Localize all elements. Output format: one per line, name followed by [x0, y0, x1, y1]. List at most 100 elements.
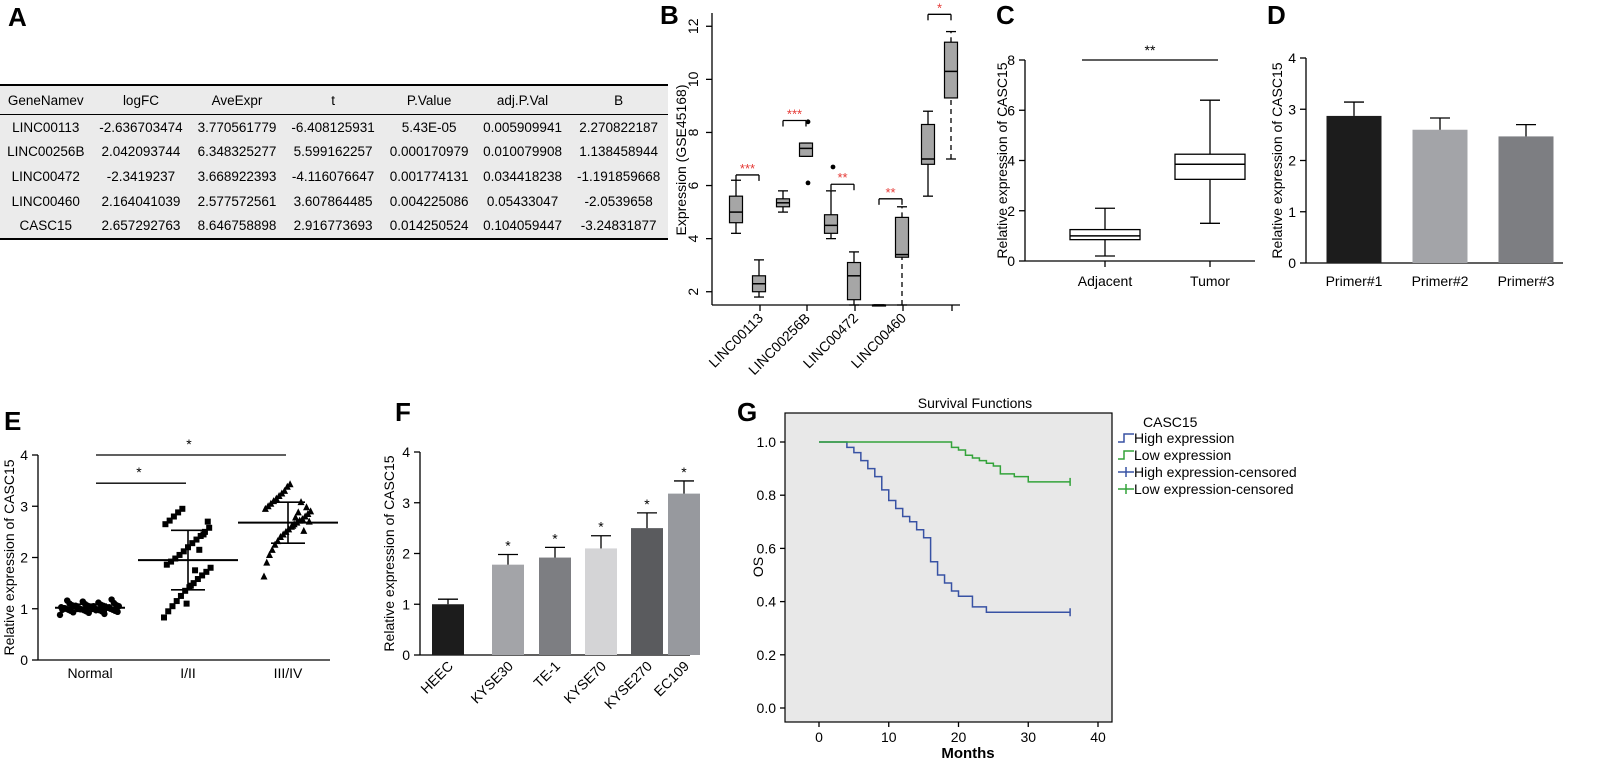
- panel-c-significance: **: [1145, 42, 1156, 58]
- table-a-column-header: logFC: [91, 84, 191, 115]
- panel-b-box: [920, 123, 936, 165]
- panel-b-box: [823, 214, 839, 234]
- panel-e-point: [176, 551, 183, 558]
- panel-e-point: [260, 572, 268, 580]
- panel-f-y-tick-label: 4: [402, 444, 410, 460]
- panel-b-box: [894, 216, 910, 258]
- panel-f-bar: [432, 604, 464, 655]
- panel-d-bar: [1412, 129, 1468, 263]
- panel-b-box: [798, 142, 814, 157]
- table-a-cell: 0.004225086: [389, 193, 469, 209]
- panel-e-point: [203, 568, 210, 575]
- panel-e-point: [170, 513, 177, 520]
- panel-letter-a: A: [8, 2, 27, 32]
- panel-b-significance: *: [937, 0, 942, 15]
- panel-b-significance: ***: [787, 107, 802, 122]
- table-a-cell: 8.646758898: [190, 213, 284, 240]
- panel-e-point: [180, 548, 187, 555]
- panel-g-series-line: [819, 441, 1071, 483]
- panel-c-y-axis-label: Relative expression of CASC15: [994, 62, 1010, 258]
- table-a-cell: 0.010079908: [483, 144, 562, 160]
- panel-e-point: [179, 505, 186, 512]
- panel-g-legend-swatch: [1118, 433, 1134, 443]
- panel-d-x-tick-label: Primer#2: [1412, 273, 1469, 289]
- panel-d-bar: [1498, 136, 1554, 263]
- panel-e-point: [303, 503, 311, 511]
- panel-e-y-tick-label: 3: [20, 498, 28, 514]
- panel-g-legend-swatch: [1118, 450, 1134, 460]
- panel-d-y-tick-label: 1: [1288, 204, 1296, 220]
- panel-g-x-tick-label: 40: [1090, 729, 1106, 745]
- panel-c-y-tick-label: 6: [1007, 102, 1015, 118]
- panel-g-x-tick-label: 10: [881, 729, 897, 745]
- panel-g-y-tick-label: 0.8: [757, 487, 777, 503]
- panel-e-point: [281, 486, 289, 494]
- table-a-cell: 6.348325277: [197, 144, 277, 160]
- panel-f-significance: *: [644, 496, 650, 512]
- panel-f-bar: [539, 557, 571, 655]
- panel-e-point: [177, 592, 184, 599]
- table-a-column-header: P.Value: [382, 84, 476, 115]
- panel-e-point: [294, 508, 302, 516]
- table-a-cell: -6.408125931: [291, 119, 375, 135]
- table-a-column-header: GeneNamev: [0, 84, 92, 115]
- panel-b-y-tick-label: 6: [685, 181, 701, 189]
- panel-d-y-tick-label: 3: [1288, 101, 1296, 117]
- panel-e-point: [286, 480, 294, 488]
- panel-g-x-tick-label: 0: [815, 729, 823, 745]
- panel-b-y-tick-label: 12: [685, 18, 701, 34]
- table-a-cell: 0.034418238: [483, 168, 562, 184]
- panel-e-point: [206, 524, 213, 531]
- panel-g-legend-label: High expression-censored: [1134, 464, 1297, 480]
- table-a-cell: 0.05433047: [486, 193, 559, 209]
- panel-e-point: [265, 550, 273, 558]
- panel-letter-c: C: [996, 0, 1015, 30]
- panel-e-point: [192, 567, 199, 574]
- panel-b-y-tick-label: 10: [685, 71, 701, 87]
- table-a-column-header: adj.P.Val: [475, 84, 570, 115]
- table-a-cell: 5.599162257: [293, 144, 373, 160]
- panel-f-x-tick-label: KYSE270: [601, 658, 655, 712]
- panel-f-bar: [492, 564, 524, 655]
- panel-e-y-tick-label: 4: [20, 447, 28, 463]
- table-a-cell: LINC00113: [12, 119, 80, 135]
- panel-e-point: [274, 537, 282, 545]
- panel-c-box: [1069, 228, 1141, 241]
- table-a-row: CASC15 2.657292763 8.646758898 2.916773693 0…: [0, 213, 668, 240]
- table-a-cell: LINC00256B: [7, 144, 85, 160]
- panel-f-significance: *: [505, 538, 511, 554]
- panel-g-plot-area: [784, 412, 1113, 723]
- panel-e-point: [271, 540, 279, 548]
- panel-e-point: [194, 576, 201, 583]
- table-a: GeneNamev logFC AveExpr t P.Value adj.P.Val B …: [0, 84, 668, 240]
- panel-f-bar: [631, 528, 663, 655]
- panel-b-box: [728, 195, 744, 224]
- table-a-cell: 0.104059447: [475, 213, 570, 240]
- table-a-body: LINC00113 -2.636703474 3.770561779 -6.40812…: [0, 115, 668, 240]
- table-a-cell: 2.577572561: [197, 193, 277, 209]
- panel-e-point: [199, 572, 206, 579]
- panel-b-box: [846, 261, 862, 301]
- panel-d-y-tick-label: 0: [1288, 255, 1296, 271]
- panel-g-legend-label: Low expression-censored: [1134, 481, 1294, 497]
- panel-e-y-axis-label: Relative expression of CASC15: [1, 459, 17, 655]
- panel-e-point: [108, 596, 115, 603]
- panel-e-point: [173, 598, 180, 605]
- panel-f-y-tick-label: 1: [402, 596, 410, 612]
- panel-e-point: [165, 608, 172, 615]
- table-a-cell: 0.000170979: [389, 144, 469, 160]
- table-a-cell: -3.24831877: [569, 213, 668, 240]
- panel-f-y-tick-label: 3: [402, 495, 410, 511]
- panel-b-significance: **: [837, 170, 847, 185]
- table-a-row: LINC00460 2.164041039 2.577572561 3.6078644…: [0, 189, 668, 214]
- panel-e-point: [307, 507, 315, 515]
- panel-e-point: [207, 564, 214, 571]
- panel-e-y-tick-label: 2: [20, 550, 28, 566]
- panel-f-y-tick-label: 0: [402, 647, 410, 663]
- panel-e-point: [79, 598, 87, 605]
- panel-c-x-tick-label: Adjacent: [1078, 273, 1133, 289]
- table-a-cell: LINC00472: [11, 168, 80, 184]
- panel-c-y-tick-label: 8: [1007, 52, 1015, 68]
- panel-f-x-tick-label: KYSE30: [467, 658, 516, 707]
- table-a-cell: 2.657292763: [91, 213, 191, 240]
